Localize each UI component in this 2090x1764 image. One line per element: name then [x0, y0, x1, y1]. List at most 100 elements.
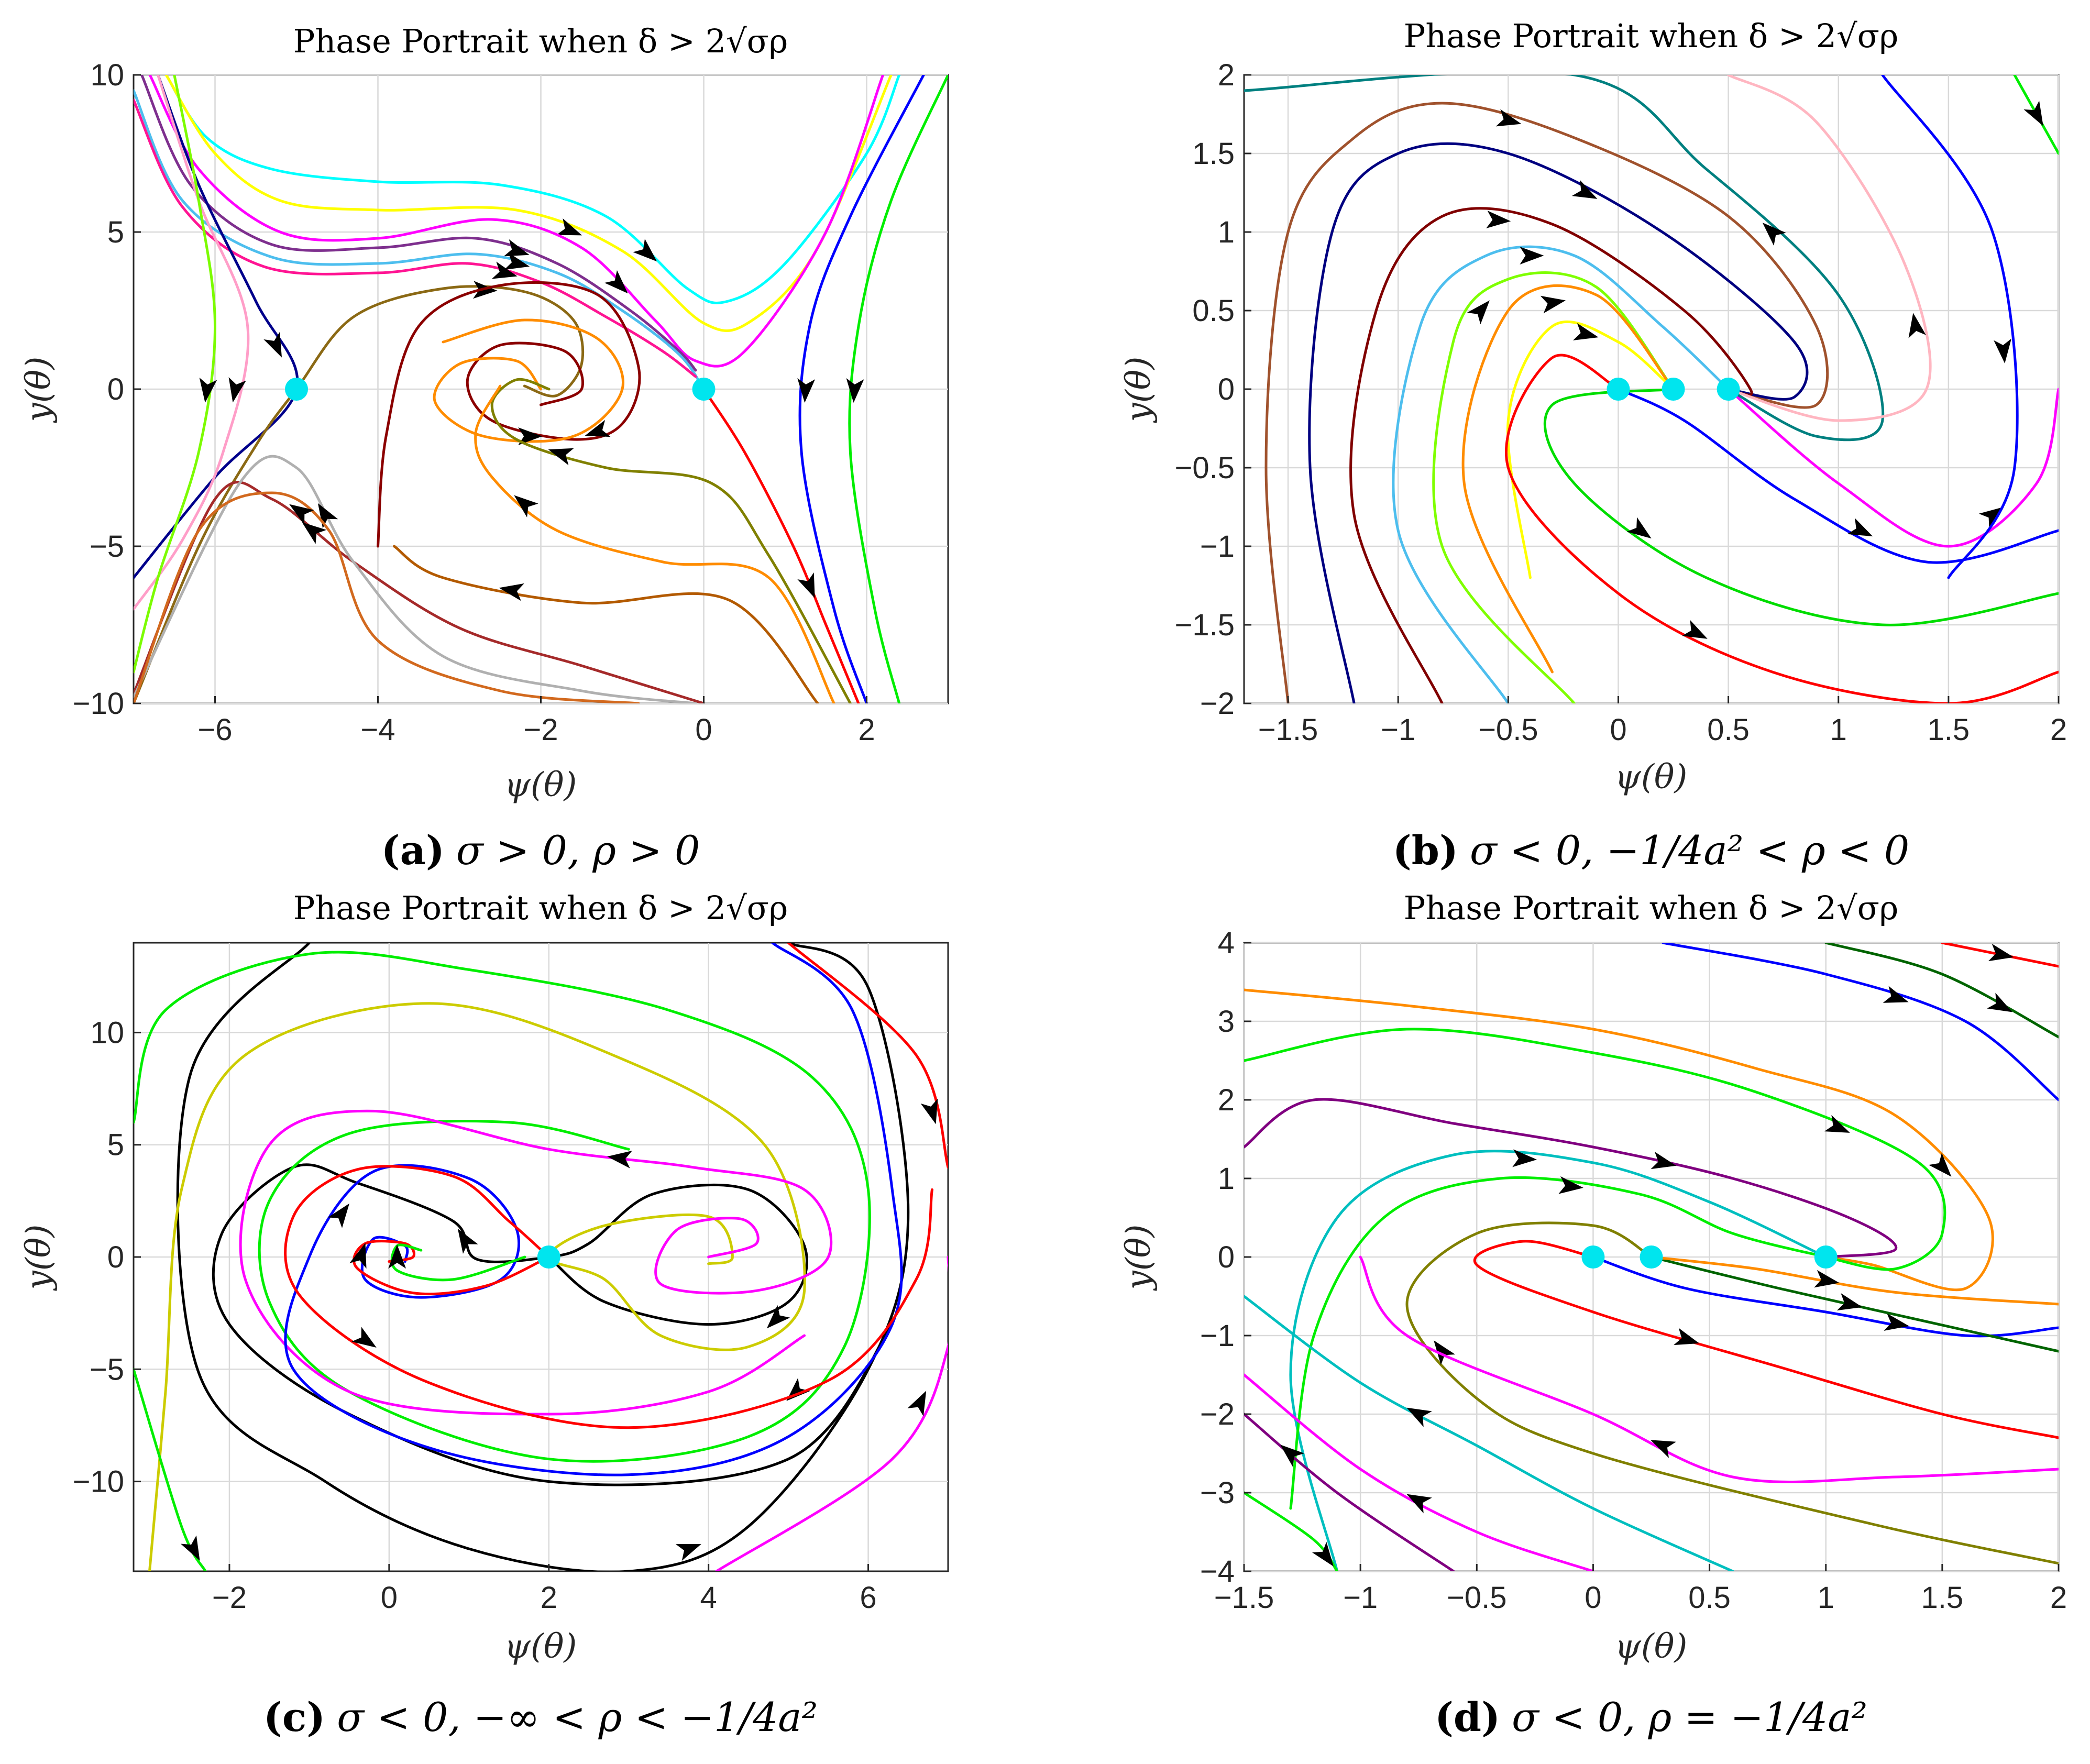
direction-arrow — [514, 495, 538, 517]
x-tick-label: 2 — [858, 713, 875, 747]
direction-arrow — [1434, 1340, 1456, 1365]
trajectory-gray — [134, 455, 697, 703]
direction-arrow — [1406, 1494, 1432, 1514]
y-tick-label: −0.5 — [1175, 451, 1235, 485]
y-tick-label: 10 — [90, 1016, 124, 1050]
caption-text: σ < 0, −∞ < ρ < −1/4a² — [337, 1694, 818, 1740]
equilibria — [1581, 1245, 1838, 1269]
caption-label: (a) — [381, 827, 445, 874]
trajectory-brown — [1264, 102, 1829, 703]
y-tick-label: −4 — [1200, 1554, 1235, 1589]
direction-arrow — [797, 378, 816, 403]
equilibrium-point — [1640, 1245, 1663, 1269]
direction-arrow — [1762, 223, 1786, 246]
x-tick-label: 2 — [2050, 713, 2067, 747]
trajectory-pinkleft — [134, 75, 250, 611]
trajectory-blue-out — [1881, 75, 2019, 579]
equilibrium-point — [537, 1245, 560, 1269]
chart-title: Phase Portrait when δ > 2√σρ — [1404, 889, 1899, 927]
x-tick-label: −0.5 — [1478, 713, 1538, 747]
x-tick-label: 0 — [1585, 1581, 1601, 1615]
direction-arrow — [1512, 1149, 1537, 1167]
x-axis-label: ψ(θ) — [1615, 1627, 1688, 1666]
direction-arrow — [604, 270, 628, 294]
y-tick-label: −1.5 — [1175, 608, 1235, 642]
direction-arrow — [503, 239, 530, 257]
caption: (d) σ < 0, ρ = −1/4a² — [1435, 1694, 1867, 1740]
y-tick-label: 0 — [1218, 372, 1235, 406]
y-tick-label: 10 — [90, 58, 124, 92]
direction-arrow — [388, 1244, 406, 1269]
y-tick-label: −5 — [90, 1352, 124, 1386]
y-axis-label: y(θ) — [1119, 1225, 1158, 1292]
x-axis-label: ψ(θ) — [504, 766, 577, 804]
x-tick-label: 1.5 — [1921, 1581, 1964, 1615]
panel-c: −2 0 2 4 6 −10 −5 0 5 10 Phase Portrait when δ > … — [19, 889, 949, 1740]
direction-arrow — [1987, 993, 2012, 1012]
ticks: −6 −4 −2 0 2 −10 −5 0 5 10 — [73, 58, 875, 747]
direction-arrow — [1994, 338, 2011, 363]
x-tick-label: 0 — [381, 1581, 398, 1615]
direction-arrow — [499, 583, 524, 601]
ticks: −1.5 −1 −0.5 0 0.5 1 1.5 2 −4 −3 −2 −1 0 1 2 3 4 — [1200, 926, 2067, 1615]
direction-arrow — [1928, 1153, 1952, 1177]
trajectory-yellow-outer — [148, 1002, 806, 1571]
equilibria — [1607, 378, 1740, 401]
direction-arrow — [1814, 1270, 1840, 1288]
direction-arrow — [1467, 300, 1490, 325]
trajectory-orange — [1461, 284, 1675, 674]
x-tick-label: −4 — [360, 713, 395, 747]
y-tick-label: 5 — [107, 1128, 124, 1162]
y-tick-label: 2 — [1218, 58, 1235, 92]
y-tick-label: −1 — [1200, 530, 1235, 564]
y-tick-label: 5 — [107, 215, 124, 249]
x-tick-label: −2 — [523, 713, 558, 747]
caption-label: (b) — [1393, 827, 1458, 874]
trajectory-cyan — [164, 75, 901, 304]
direction-arrow — [797, 572, 815, 599]
trajectory-green-mid — [390, 1243, 526, 1282]
direction-arrow — [585, 420, 611, 437]
ticks: −1.5 −1 −0.5 0 0.5 1 1.5 2 −2 −1.5 −1 −0.5 0 0.5 1 1.5 2 — [1175, 58, 2067, 747]
trajectory-olive — [490, 378, 852, 703]
trajectory-navy — [1308, 142, 1809, 703]
equilibrium-point — [1662, 378, 1685, 401]
trajectory-red-right — [702, 388, 860, 703]
y-tick-label: 1 — [1218, 1162, 1235, 1196]
direction-arrow — [1626, 517, 1652, 539]
grid — [134, 74, 948, 704]
y-tick-label: −5 — [90, 530, 124, 564]
x-tick-label: 0 — [695, 713, 712, 747]
y-tick-label: −3 — [1200, 1476, 1235, 1510]
y-tick-label: 0.5 — [1192, 294, 1235, 328]
caption: (b) σ < 0, −1/4a² < ρ < 0 — [1393, 827, 1909, 874]
trajectory-purple-top — [1244, 1098, 1898, 1259]
direction-arrow — [1682, 620, 1708, 639]
x-tick-label: 4 — [700, 1581, 717, 1615]
x-tick-label: 1 — [1830, 713, 1847, 747]
curves — [1244, 943, 2059, 1571]
y-tick-label: 1 — [1218, 215, 1235, 249]
equilibria — [537, 1245, 560, 1269]
trajectory-purple-low — [1244, 1413, 1455, 1571]
equilibrium-point — [1717, 378, 1740, 401]
equilibrium-point — [1814, 1245, 1838, 1269]
direction-arrow — [1312, 1541, 1334, 1567]
trajectory-orange-low — [474, 384, 835, 703]
caption-label: (d) — [1435, 1694, 1500, 1740]
trajectory-red-mid — [353, 1240, 551, 1296]
direction-arrow — [920, 1098, 938, 1124]
trajectory-blue-right — [798, 75, 925, 703]
direction-arrow — [1988, 943, 2014, 962]
x-tick-label: 0.5 — [1707, 713, 1750, 747]
caption: (c) σ < 0, −∞ < ρ < −1/4a² — [263, 1694, 818, 1740]
x-tick-label: 1.5 — [1928, 713, 1970, 747]
direction-arrow — [180, 1535, 200, 1561]
direction-arrow — [504, 252, 530, 270]
direction-arrow — [548, 448, 574, 466]
direction-arrow — [289, 504, 314, 525]
chart-title: Phase Portrait when δ > 2√σρ — [293, 22, 788, 60]
trajectory-olive — [1405, 1221, 2059, 1565]
direction-arrow — [302, 522, 327, 544]
caption-text: σ > 0, ρ > 0 — [456, 827, 700, 874]
